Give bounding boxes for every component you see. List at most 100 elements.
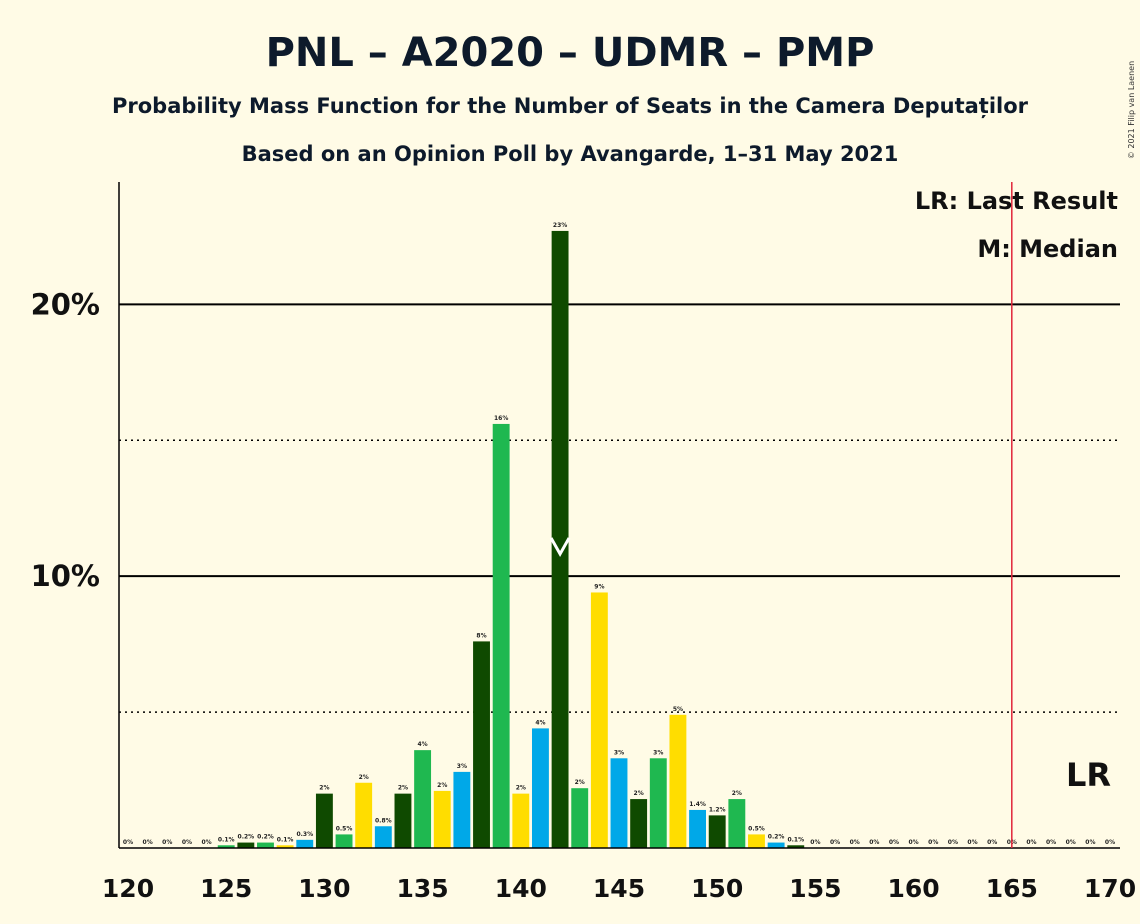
x-tick-label: 160 — [888, 874, 940, 903]
bar-label-136: 2% — [437, 782, 447, 789]
bar-label-142: 23% — [553, 222, 567, 229]
bar-label-139: 16% — [494, 415, 508, 422]
bar-142 — [551, 230, 569, 849]
bar-133 — [374, 826, 392, 848]
bar-label-128: 0.1% — [277, 836, 294, 843]
bar-154 — [787, 845, 805, 848]
bar-label-170: 0% — [1105, 839, 1115, 846]
bar-label-166: 0% — [1026, 839, 1036, 846]
copyright-notice: © 2021 Filip van Laenen — [1127, 61, 1136, 159]
bar-label-149: 1.4% — [689, 801, 706, 808]
bar-152 — [748, 834, 765, 848]
bar-label-143: 2% — [575, 779, 585, 786]
bar-label-160: 0% — [909, 839, 919, 846]
bar-label-168: 0% — [1066, 839, 1076, 846]
bars — [217, 230, 805, 849]
median-layer — [549, 537, 571, 558]
bar-label-163: 0% — [967, 839, 977, 846]
bar-label-169: 0% — [1085, 839, 1095, 846]
x-tick-label: 120 — [102, 874, 154, 903]
bar-139 — [492, 423, 510, 848]
bar-label-144: 9% — [594, 583, 604, 590]
x-tick-label: 125 — [200, 874, 252, 903]
y-axis-ticks: 10% 20% — [31, 287, 100, 593]
chart-subtitle-poll: Based on an Opinion Poll by Avangarde, 1… — [242, 142, 899, 166]
bar-label-129: 0.3% — [296, 831, 313, 838]
bar-147 — [649, 758, 667, 848]
bar-label-155: 0% — [810, 839, 820, 846]
bar-labels: 0% 0% 0% 0% 0% 0.1% 0.2% 0.2% 0.1%0.3%2%0.5%2%0.… — [123, 222, 1115, 846]
bar-125 — [217, 845, 235, 848]
bar-131 — [335, 834, 353, 848]
bar-label-146: 2% — [634, 790, 644, 797]
bar-label-140: 2% — [516, 785, 526, 792]
bar-144 — [590, 592, 608, 848]
bar-label-150: 1.2% — [709, 806, 726, 813]
bar-143 — [571, 788, 589, 848]
bar-153 — [767, 842, 785, 848]
x-tick-label: 170 — [1084, 874, 1136, 903]
bar-label-123: 0% — [182, 839, 192, 846]
y-tick-label: 10% — [31, 559, 100, 593]
bar-145 — [610, 758, 628, 848]
bar-136 — [433, 790, 451, 848]
bar-127 — [257, 842, 274, 848]
x-tick-label: 135 — [397, 874, 449, 903]
x-tick-label: 130 — [298, 874, 350, 903]
chart-subtitle: Probability Mass Function for the Number… — [112, 94, 1029, 119]
bar-label-127: 0.2% — [257, 834, 274, 841]
bar-label-134: 2% — [398, 785, 408, 792]
bar-label-132: 2% — [359, 774, 369, 781]
bar-label-159: 0% — [889, 839, 899, 846]
chart-title: PNL – A2020 – UDMR – PMP — [266, 30, 875, 76]
bar-label-147: 3% — [653, 749, 663, 756]
bar-label-145: 3% — [614, 749, 624, 756]
bar-134 — [394, 793, 412, 848]
bar-label-162: 0% — [948, 839, 958, 846]
bar-135 — [414, 750, 432, 848]
bar-label-133: 0.8% — [375, 817, 392, 824]
last-result-label: LR — [1066, 756, 1111, 794]
y-tick-label: 20% — [31, 287, 100, 321]
bar-label-153: 0.2% — [768, 834, 785, 841]
bar-label-122: 0% — [162, 839, 172, 846]
bar-140 — [512, 793, 530, 848]
bar-label-141: 4% — [535, 719, 545, 726]
bar-141 — [531, 728, 549, 848]
bar-label-156: 0% — [830, 839, 840, 846]
bar-label-148: 5% — [673, 706, 683, 713]
bar-130 — [315, 793, 333, 848]
x-tick-label: 155 — [789, 874, 841, 903]
bar-label-167: 0% — [1046, 839, 1056, 846]
bar-label-137: 3% — [457, 763, 467, 770]
median-marker — [549, 537, 571, 558]
bar-150 — [708, 815, 726, 848]
bar-label-125: 0.1% — [218, 836, 235, 843]
bar-label-161: 0% — [928, 839, 938, 846]
bar-128 — [276, 845, 294, 848]
bar-146 — [630, 799, 648, 848]
gridlines — [119, 303, 1120, 713]
x-tick-label: 140 — [495, 874, 547, 903]
bar-132 — [355, 782, 373, 848]
bar-137 — [453, 771, 471, 848]
bar-label-138: 8% — [476, 632, 486, 639]
bar-151 — [728, 799, 746, 848]
bar-label-130: 2% — [319, 785, 329, 792]
x-axis-ticks: 120 125 130 135 140 145 150 155 160 165 170 — [102, 874, 1136, 903]
legend-last-result: LR: Last Result — [915, 187, 1118, 215]
bar-129 — [296, 839, 314, 848]
bar-label-124: 0% — [201, 839, 211, 846]
bar-label-152: 0.5% — [748, 825, 765, 832]
bar-148 — [669, 714, 687, 848]
bar-138 — [473, 641, 490, 848]
bar-label-120: 0% — [123, 839, 133, 846]
bar-label-121: 0% — [143, 839, 153, 846]
bar-149 — [689, 809, 707, 848]
x-tick-label: 165 — [986, 874, 1038, 903]
bar-label-157: 0% — [850, 839, 860, 846]
legend-median: M: Median — [977, 235, 1118, 263]
x-tick-label: 150 — [691, 874, 743, 903]
bar-label-154: 0.1% — [787, 836, 804, 843]
